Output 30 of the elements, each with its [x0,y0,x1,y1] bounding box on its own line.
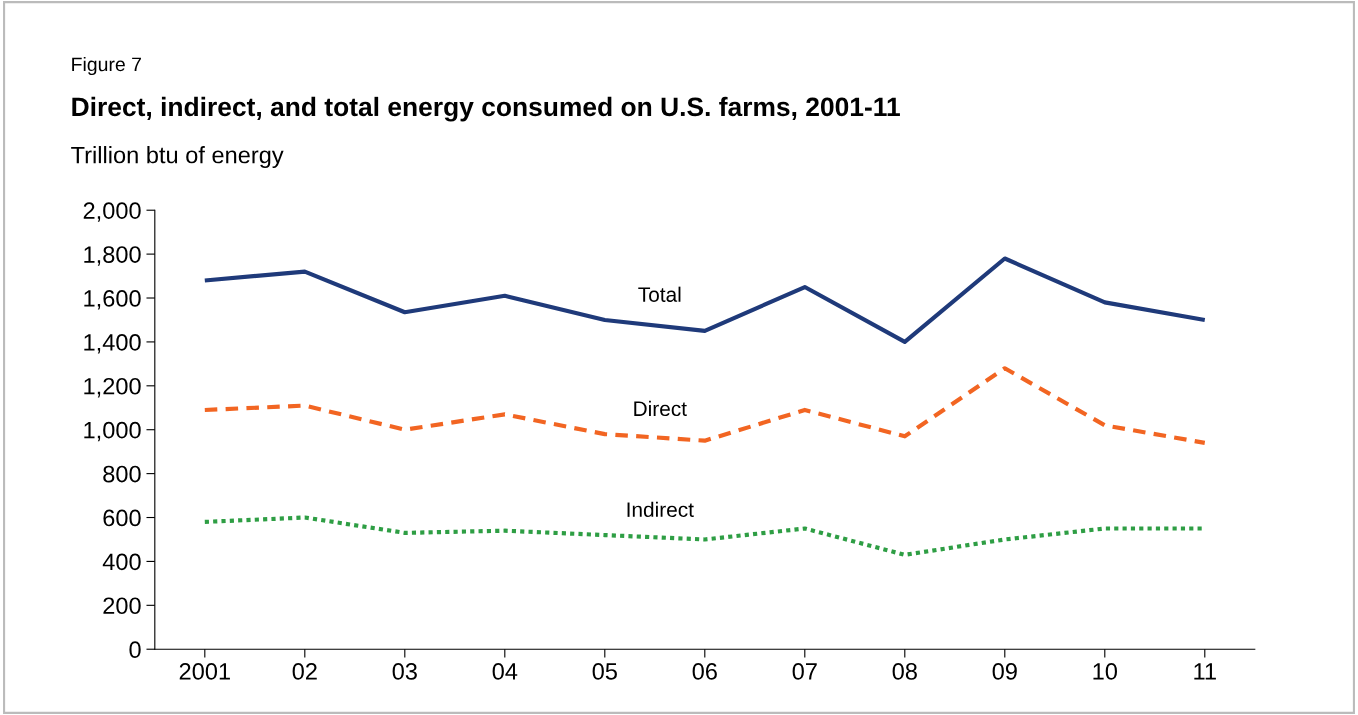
x-tick-label: 05 [592,663,617,680]
y-tick-label: 800 [103,465,141,483]
x-tick-label: 07 [792,663,817,680]
x-tick-label: 2001 [179,663,230,680]
series-label: Direct [634,400,687,417]
line-series [202,256,1207,344]
y-tick-label: 2,000 [83,202,141,222]
y-tick-label: 1,400 [84,333,141,354]
x-tick-label: 08 [892,663,917,680]
y-tick-label: 600 [103,509,141,527]
chart-title: Direct, indirect, and total energy consumed on U.S. farms, 2001-11 [72,96,900,122]
x-tick-label: 02 [292,663,317,680]
x-tick-label: 03 [392,663,417,680]
y-tick-label: 1,800 [84,246,141,266]
caption: Figure 7 [72,56,141,76]
y-tick-label: 200 [103,597,141,615]
y-tick-label: 1,200 [84,377,141,398]
x-tick-label: 11 [1194,663,1216,680]
series-label: Indirect [627,501,694,518]
x-tick-label: 10 [1093,663,1117,680]
y-tick-label: 0 [129,641,141,659]
series-label: Total [638,286,681,302]
y-tick-label: 1,600 [84,290,141,310]
y-axis-title: Trillion btu of energy [71,146,284,169]
x-tick-label: 06 [692,663,717,680]
x-tick-label: 09 [992,663,1017,680]
x-tick-label: 04 [492,663,518,680]
y-tick-label: 1,000 [84,421,141,442]
line-series [202,366,1207,445]
y-tick-label: 400 [102,553,141,571]
